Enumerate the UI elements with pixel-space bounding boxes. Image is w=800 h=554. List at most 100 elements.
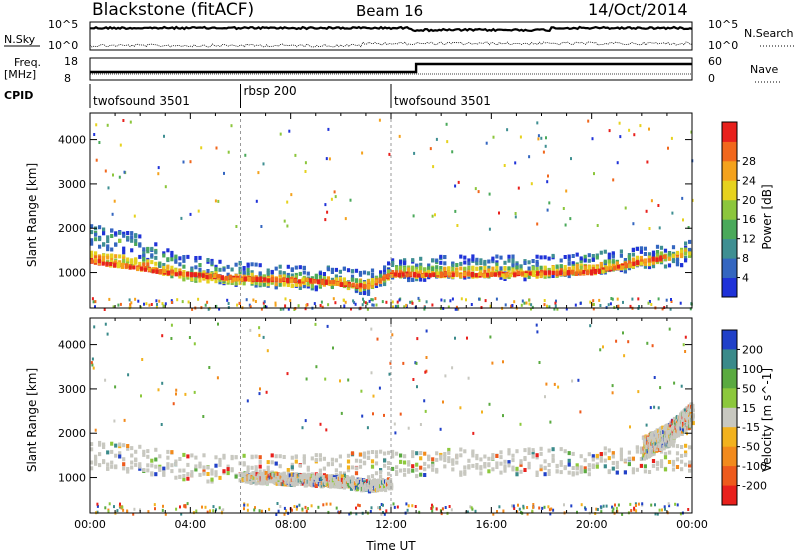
heatmap-cell [431,214,434,218]
heatmap-cell [600,510,603,514]
heatmap-cell [619,249,623,254]
heatmap-cell [661,508,663,512]
heatmap-cell [474,509,477,513]
heatmap-cell [607,470,611,475]
heatmap-cell [138,261,142,266]
heatmap-cell [210,468,214,473]
colorbar-swatch [722,368,737,389]
heatmap-cell [454,307,457,311]
nsearch-line [89,41,693,48]
heatmap-cell [439,254,443,259]
heatmap-cell [370,450,375,454]
heatmap-cell [313,475,317,480]
heatmap-cell [543,472,547,477]
heatmap-cell [663,254,667,259]
heatmap-cell [292,482,296,487]
heatmap-cell [631,456,635,461]
heatmap-cell [680,419,684,424]
heatmap-cell [254,262,258,267]
heatmap-cell [318,468,322,473]
heatmap-cell [655,253,660,258]
heatmap-cell [370,464,375,469]
heatmap-cell [265,390,268,394]
heatmap-cell [445,122,448,126]
heatmap-cell [479,266,483,271]
heatmap-cell [250,272,254,277]
heatmap-cell [304,307,307,311]
heatmap-cell [166,455,170,460]
heatmap-cell [216,376,219,380]
heatmap-cell [403,261,407,266]
heatmap-cell [619,253,623,258]
x-tick-label: 16:00 [475,518,507,531]
heatmap-cell [259,387,261,391]
heatmap-cell [250,465,254,470]
heatmap-cell [214,473,218,478]
heatmap-cell [374,471,379,476]
heatmap-cell [479,457,483,462]
heatmap-cell [358,477,363,482]
heatmap-cell [320,281,324,285]
heatmap-cell [376,337,379,341]
heatmap-cell [154,447,158,452]
heatmap-cell [90,241,94,246]
heatmap-cell [520,510,522,514]
heatmap-cell [382,479,386,484]
heatmap-cell [536,271,540,276]
heatmap-cell [579,265,583,270]
heatmap-cell [530,303,533,307]
heatmap-cell [180,512,183,516]
heatmap-cell [358,291,363,295]
heatmap-cell [274,277,278,282]
heatmap-cell [427,455,431,460]
heatmap-cell [288,473,292,478]
heatmap-cell [443,255,447,259]
heatmap-cell [354,278,359,283]
heatmap-cell [680,459,684,464]
heatmap-cell [366,455,371,460]
colorbar-frame [721,121,738,298]
heatmap-cell [613,266,617,271]
heatmap-cell [684,241,688,246]
heatmap-cell [222,469,226,474]
heatmap-cell [92,366,95,370]
heatmap-cell [423,307,426,311]
heatmap-cell [563,255,567,259]
heatmap-cell [455,453,459,458]
heatmap-cell [543,459,547,464]
heatmap-cell [214,267,218,271]
heatmap-cell [155,305,158,309]
heatmap-cell [451,459,455,464]
heatmap-cell [602,504,605,508]
heatmap-cell [563,265,567,269]
heatmap-cell [164,302,167,306]
heatmap-cell [459,406,462,410]
heatmap-cell [555,299,557,303]
heatmap-cell [515,472,519,477]
heatmap-cell [635,255,639,260]
heatmap-cell [278,264,282,269]
heatmap-cell [479,258,483,263]
heatmap-cell [484,299,487,303]
heatmap-cell [479,261,483,265]
heatmap-cell [495,269,499,273]
heatmap-cell [537,137,540,141]
heatmap-cell [143,267,147,272]
heatmap-cell [483,464,487,469]
heatmap-cell [119,302,122,306]
heatmap-cell [571,451,575,456]
heatmap-cell [138,242,142,247]
heatmap-cell [274,461,278,466]
heatmap-cell [142,250,146,254]
heatmap-cell [254,280,258,285]
heatmap-cell [370,459,375,464]
heatmap-cell [246,399,249,403]
heatmap-cell [387,471,391,476]
heatmap-cell [134,242,138,246]
heatmap-cell [106,450,110,455]
heatmap-cell [170,250,174,255]
heatmap-cell [596,224,599,227]
heatmap-cell [629,425,631,429]
